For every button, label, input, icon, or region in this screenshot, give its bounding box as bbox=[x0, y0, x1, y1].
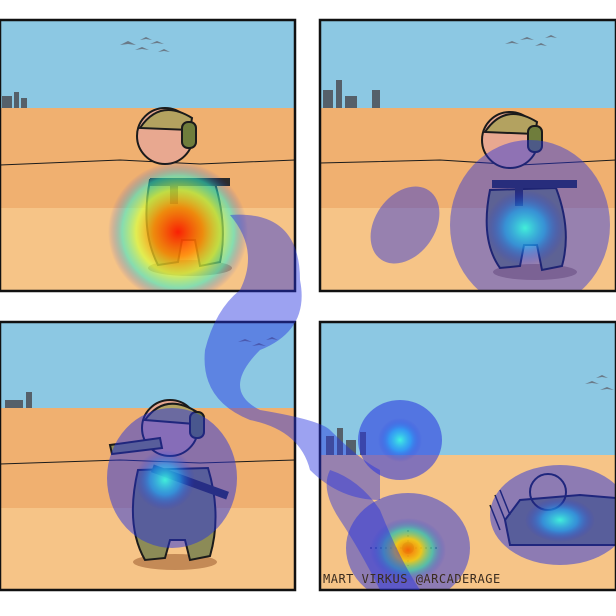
birds-icon bbox=[238, 337, 278, 346]
panel-2 bbox=[320, 20, 616, 291]
heat-spot bbox=[370, 186, 440, 264]
heat-spot bbox=[135, 450, 195, 510]
heat-spot bbox=[370, 518, 446, 582]
city-ruins-icon bbox=[323, 80, 380, 108]
heatmap-overlay bbox=[204, 214, 420, 590]
heat-spot bbox=[378, 418, 422, 462]
heat-spot bbox=[485, 190, 565, 266]
city-ruins-icon bbox=[5, 392, 32, 408]
panel-3 bbox=[0, 322, 295, 590]
birds-icon bbox=[120, 37, 170, 52]
heat-spot bbox=[525, 498, 595, 542]
artist-credit: MART VIRKUS @ARCADERAGE bbox=[323, 572, 501, 586]
heat-spot bbox=[108, 162, 248, 291]
birds-icon bbox=[585, 375, 614, 390]
panel-4 bbox=[320, 322, 616, 590]
panel-1 bbox=[0, 20, 295, 291]
city-ruins-icon bbox=[2, 92, 27, 108]
birds-icon bbox=[505, 35, 557, 46]
